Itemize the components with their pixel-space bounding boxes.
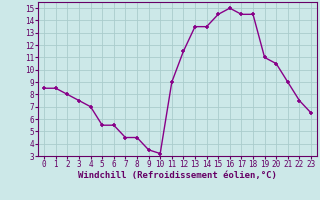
X-axis label: Windchill (Refroidissement éolien,°C): Windchill (Refroidissement éolien,°C) [78,171,277,180]
